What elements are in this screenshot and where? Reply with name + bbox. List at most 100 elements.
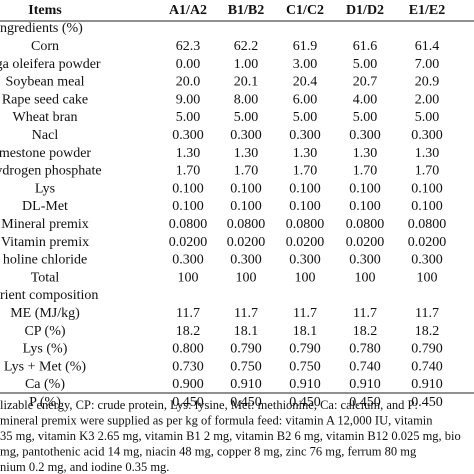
cell-value: 0.910	[289, 377, 321, 392]
row-label: Lys + Met (%)	[4, 359, 86, 374]
footnote: mineral premix were supplied as per kg o…	[0, 413, 433, 427]
cell-value: 18.2	[415, 324, 440, 339]
cell-value: 7.00	[415, 57, 440, 72]
section-label: rient composition	[0, 288, 98, 303]
cell-value: 0.100	[289, 199, 321, 214]
cell-value: 11.7	[415, 306, 439, 321]
cell-value: 5.00	[353, 57, 378, 72]
cell-value: 61.6	[353, 39, 378, 54]
row-label: ME (MJ/kg)	[10, 306, 80, 321]
cell-value: 11.7	[234, 306, 258, 321]
cell-value: 11.7	[293, 306, 317, 321]
row-label: CP (%)	[24, 324, 65, 339]
cell-value: 61.9	[293, 39, 318, 54]
cell-value: 0.0800	[286, 217, 325, 232]
cell-value: 18.1	[293, 324, 318, 339]
cell-value: 0.300	[289, 253, 321, 268]
cell-value: 0.0200	[286, 235, 325, 250]
cell-value: 1.30	[415, 146, 440, 161]
column-header: D1/D2	[346, 3, 384, 18]
cell-value: 6.00	[293, 92, 318, 107]
cell-value: 18.1	[234, 324, 259, 339]
row-label: Wheat bran	[13, 110, 78, 125]
cell-value: 0.0200	[346, 235, 385, 250]
cell-value: 4.00	[353, 92, 378, 107]
section-label: ngredients (%)	[0, 21, 83, 36]
cell-value: 0.780	[349, 342, 381, 357]
cell-value: 0.300	[411, 253, 443, 268]
column-header: Items	[28, 3, 62, 18]
cell-value: 5.00	[353, 110, 378, 125]
cell-value: 0.790	[289, 342, 321, 357]
cell-value: 3.00	[293, 57, 318, 72]
cell-value: 18.2	[353, 324, 378, 339]
cell-value: 9.00	[176, 92, 201, 107]
row-label: Mineral premix	[1, 217, 88, 232]
row-label: Rape seed cake	[2, 92, 88, 107]
cell-value: 0.100	[289, 181, 321, 196]
row-label: mestone powder	[0, 146, 91, 161]
cell-value: 20.7	[353, 75, 378, 90]
cell-value: 0.300	[172, 128, 204, 143]
cell-value: 0.100	[172, 181, 204, 196]
cell-value: 0.300	[349, 128, 381, 143]
cell-value: 8.00	[234, 92, 259, 107]
cell-value: 0.100	[349, 199, 381, 214]
row-label: holine chloride	[3, 253, 87, 268]
cell-value: 0.450	[172, 395, 204, 410]
cell-value: 0.450	[349, 395, 381, 410]
cell-value: 0.0800	[346, 217, 385, 232]
column-header: B1/B2	[228, 3, 265, 18]
row-label: Lys	[35, 181, 55, 196]
cell-value: 1.70	[293, 164, 318, 179]
cell-value: 61.4	[415, 39, 440, 54]
cell-value: 20.0	[176, 75, 201, 90]
cell-value: 0.0800	[408, 217, 447, 232]
cell-value: 1.70	[176, 164, 201, 179]
cell-value: 100	[236, 270, 257, 285]
row-label: P (%)	[29, 395, 61, 410]
column-header: A1/A2	[169, 3, 207, 18]
cell-value: 0.740	[411, 359, 443, 374]
row-label: DL-Met	[22, 199, 68, 214]
cell-value: 0.910	[230, 377, 262, 392]
cell-value: 20.9	[415, 75, 440, 90]
cell-value: 0.790	[230, 342, 262, 357]
cell-value: 1.30	[353, 146, 378, 161]
cell-value: 0.900	[172, 377, 204, 392]
cell-value: 0.0200	[408, 235, 447, 250]
cell-value: 0.750	[230, 359, 262, 374]
column-header: E1/E2	[409, 3, 446, 18]
cell-value: 0.100	[230, 181, 262, 196]
cell-value: 1.70	[415, 164, 440, 179]
cell-value: 1.30	[176, 146, 201, 161]
cell-value: 0.450	[289, 395, 321, 410]
cell-value: 1.30	[234, 146, 259, 161]
cell-value: 100	[295, 270, 316, 285]
row-label: Total	[31, 270, 60, 285]
cell-value: 0.300	[349, 253, 381, 268]
cell-value: 0.100	[411, 199, 443, 214]
footnote: nium 0.2 mg, and iodine 0.35 mg.	[0, 460, 169, 474]
cell-value: 0.00	[176, 57, 201, 72]
column-header: C1/C2	[286, 3, 324, 18]
cell-value: 0.740	[349, 359, 381, 374]
cell-value: 0.910	[349, 377, 381, 392]
cell-value: 5.00	[415, 110, 440, 125]
row-label: Ca (%)	[25, 377, 65, 392]
cell-value: 2.00	[415, 92, 440, 107]
cell-value: 0.100	[230, 199, 262, 214]
cell-value: 0.450	[230, 395, 262, 410]
cell-value: 100	[417, 270, 438, 285]
row-label: Corn	[31, 39, 59, 54]
cell-value: 11.7	[176, 306, 200, 321]
cell-value: 18.2	[176, 324, 201, 339]
cell-value: 0.910	[411, 377, 443, 392]
cell-value: 5.00	[176, 110, 201, 125]
row-label: Soybean meal	[6, 75, 85, 90]
cell-value: 100	[178, 270, 199, 285]
cell-value: 1.30	[293, 146, 318, 161]
cell-value: 0.300	[230, 253, 262, 268]
cell-value: 0.100	[349, 181, 381, 196]
